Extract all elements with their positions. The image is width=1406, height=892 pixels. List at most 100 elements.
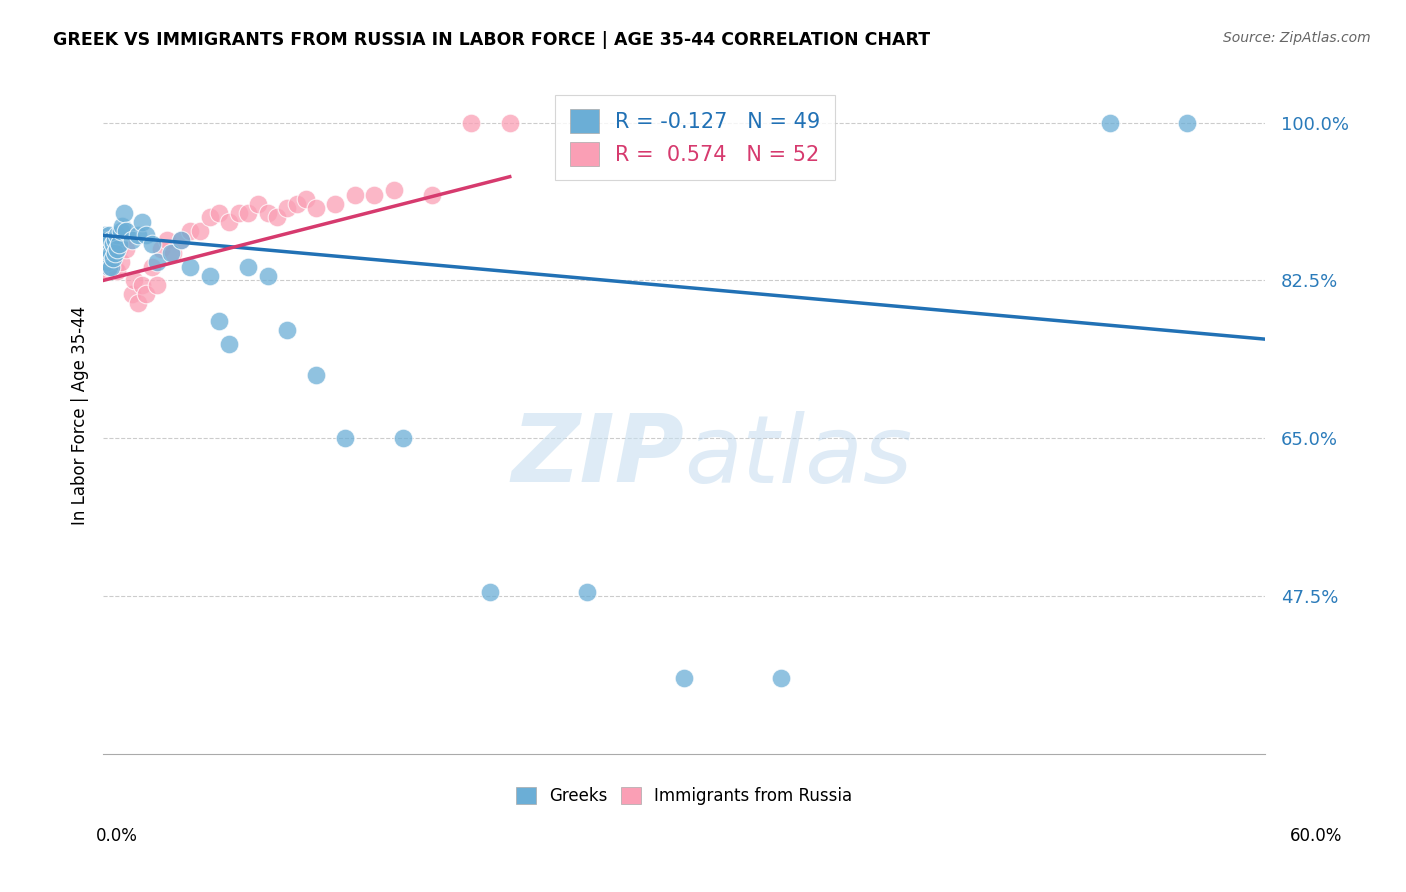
Point [94, 228, 117, 243]
Point [97, 242, 120, 256]
Text: GREEK VS IMMIGRANTS FROM RUSSIA IN LABOR FORCE | AGE 35-44 CORRELATION CHART: GREEK VS IMMIGRANTS FROM RUSSIA IN LABOR… [53, 31, 931, 49]
Point [479, 584, 502, 599]
Point [104, 233, 127, 247]
Point [162, 246, 184, 260]
Point [131, 277, 153, 292]
Text: atlas: atlas [683, 411, 912, 502]
Point [121, 233, 143, 247]
Point [276, 202, 298, 216]
Point [96, 255, 118, 269]
Point [111, 233, 134, 247]
Point [179, 224, 201, 238]
Point [101, 251, 124, 265]
Point [305, 368, 328, 383]
Point [97, 260, 120, 274]
Text: ZIP: ZIP [512, 410, 683, 502]
Point [256, 268, 278, 283]
Point [104, 260, 127, 274]
Point [135, 287, 157, 301]
Point [105, 264, 128, 278]
Point [169, 233, 191, 247]
Point [96, 246, 118, 260]
Point [179, 260, 201, 274]
Point [1098, 115, 1121, 129]
Point [141, 260, 163, 274]
Point [97, 242, 120, 256]
Text: 0.0%: 0.0% [96, 827, 138, 845]
Point [576, 584, 599, 599]
Point [96, 264, 118, 278]
Point [104, 246, 127, 260]
Point [150, 242, 173, 256]
Point [94, 255, 117, 269]
Point [266, 211, 288, 225]
Point [769, 671, 792, 685]
Point [363, 187, 385, 202]
Point [146, 277, 169, 292]
Point [100, 255, 122, 269]
Point [392, 431, 415, 445]
Point [97, 228, 120, 243]
Point [111, 219, 134, 234]
Point [198, 211, 221, 225]
Point [198, 268, 221, 283]
Point [672, 671, 695, 685]
Point [208, 314, 231, 328]
Point [105, 246, 128, 260]
Text: 60.0%: 60.0% [1291, 827, 1343, 845]
Point [104, 242, 127, 256]
Point [127, 228, 149, 243]
Point [208, 206, 231, 220]
Point [107, 242, 129, 256]
Point [100, 246, 122, 260]
Point [238, 206, 260, 220]
Point [122, 273, 145, 287]
Point [96, 242, 118, 256]
Point [105, 228, 128, 243]
Point [228, 206, 250, 220]
Point [105, 242, 128, 256]
Point [499, 115, 522, 129]
Point [121, 287, 143, 301]
Point [131, 215, 153, 229]
Legend: Greeks, Immigrants from Russia: Greeks, Immigrants from Russia [508, 779, 860, 814]
Point [112, 206, 135, 220]
Point [100, 237, 122, 252]
Point [295, 192, 318, 206]
Point [97, 260, 120, 274]
Point [382, 183, 405, 197]
Point [188, 224, 211, 238]
Point [100, 260, 122, 274]
Point [333, 431, 356, 445]
Point [218, 336, 240, 351]
Point [238, 260, 260, 274]
Point [1177, 115, 1199, 129]
Point [101, 251, 124, 265]
Point [107, 237, 129, 252]
Point [156, 233, 179, 247]
Point [160, 246, 183, 260]
Point [285, 196, 308, 211]
Point [101, 233, 124, 247]
Point [96, 255, 118, 269]
Point [100, 233, 122, 247]
Point [325, 196, 347, 211]
Point [110, 255, 132, 269]
Point [115, 242, 138, 256]
Y-axis label: In Labor Force | Age 35-44: In Labor Force | Age 35-44 [72, 306, 89, 525]
Point [110, 224, 132, 238]
Point [115, 224, 138, 238]
Point [305, 202, 328, 216]
Point [97, 251, 120, 265]
Point [343, 187, 366, 202]
Point [218, 215, 240, 229]
Point [141, 237, 163, 252]
Point [127, 296, 149, 310]
Point [169, 233, 191, 247]
Point [135, 228, 157, 243]
Point [420, 187, 443, 202]
Text: Source: ZipAtlas.com: Source: ZipAtlas.com [1223, 31, 1371, 45]
Point [94, 246, 117, 260]
Point [96, 233, 118, 247]
Point [256, 206, 278, 220]
